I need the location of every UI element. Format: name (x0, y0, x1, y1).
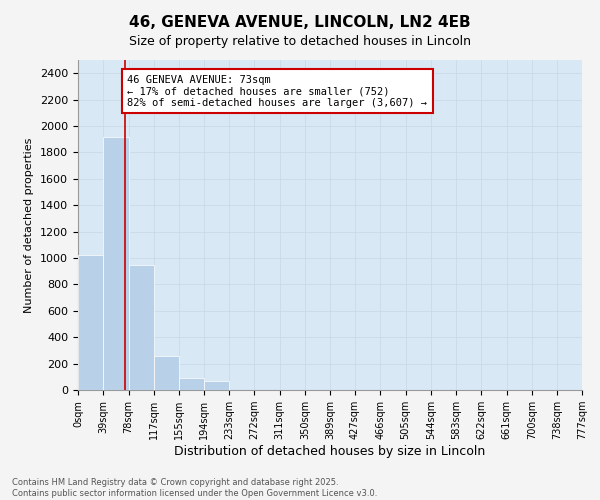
Bar (103, 136, 128, 390)
Bar (179, 378, 204, 390)
Text: 46 GENEVA AVENUE: 73sqm
← 17% of detached houses are smaller (752)
82% of semi-d: 46 GENEVA AVENUE: 73sqm ← 17% of detache… (127, 74, 427, 108)
Bar (154, 356, 179, 390)
X-axis label: Distribution of detached houses by size in Lincoln: Distribution of detached houses by size … (175, 445, 485, 458)
Y-axis label: Number of detached properties: Number of detached properties (25, 138, 34, 312)
Text: Size of property relative to detached houses in Lincoln: Size of property relative to detached ho… (129, 35, 471, 48)
Bar (204, 382, 229, 390)
Bar (128, 264, 154, 390)
Bar (78, 256, 103, 390)
Text: Contains HM Land Registry data © Crown copyright and database right 2025.
Contai: Contains HM Land Registry data © Crown c… (12, 478, 377, 498)
Text: 46, GENEVA AVENUE, LINCOLN, LN2 4EB: 46, GENEVA AVENUE, LINCOLN, LN2 4EB (129, 15, 471, 30)
